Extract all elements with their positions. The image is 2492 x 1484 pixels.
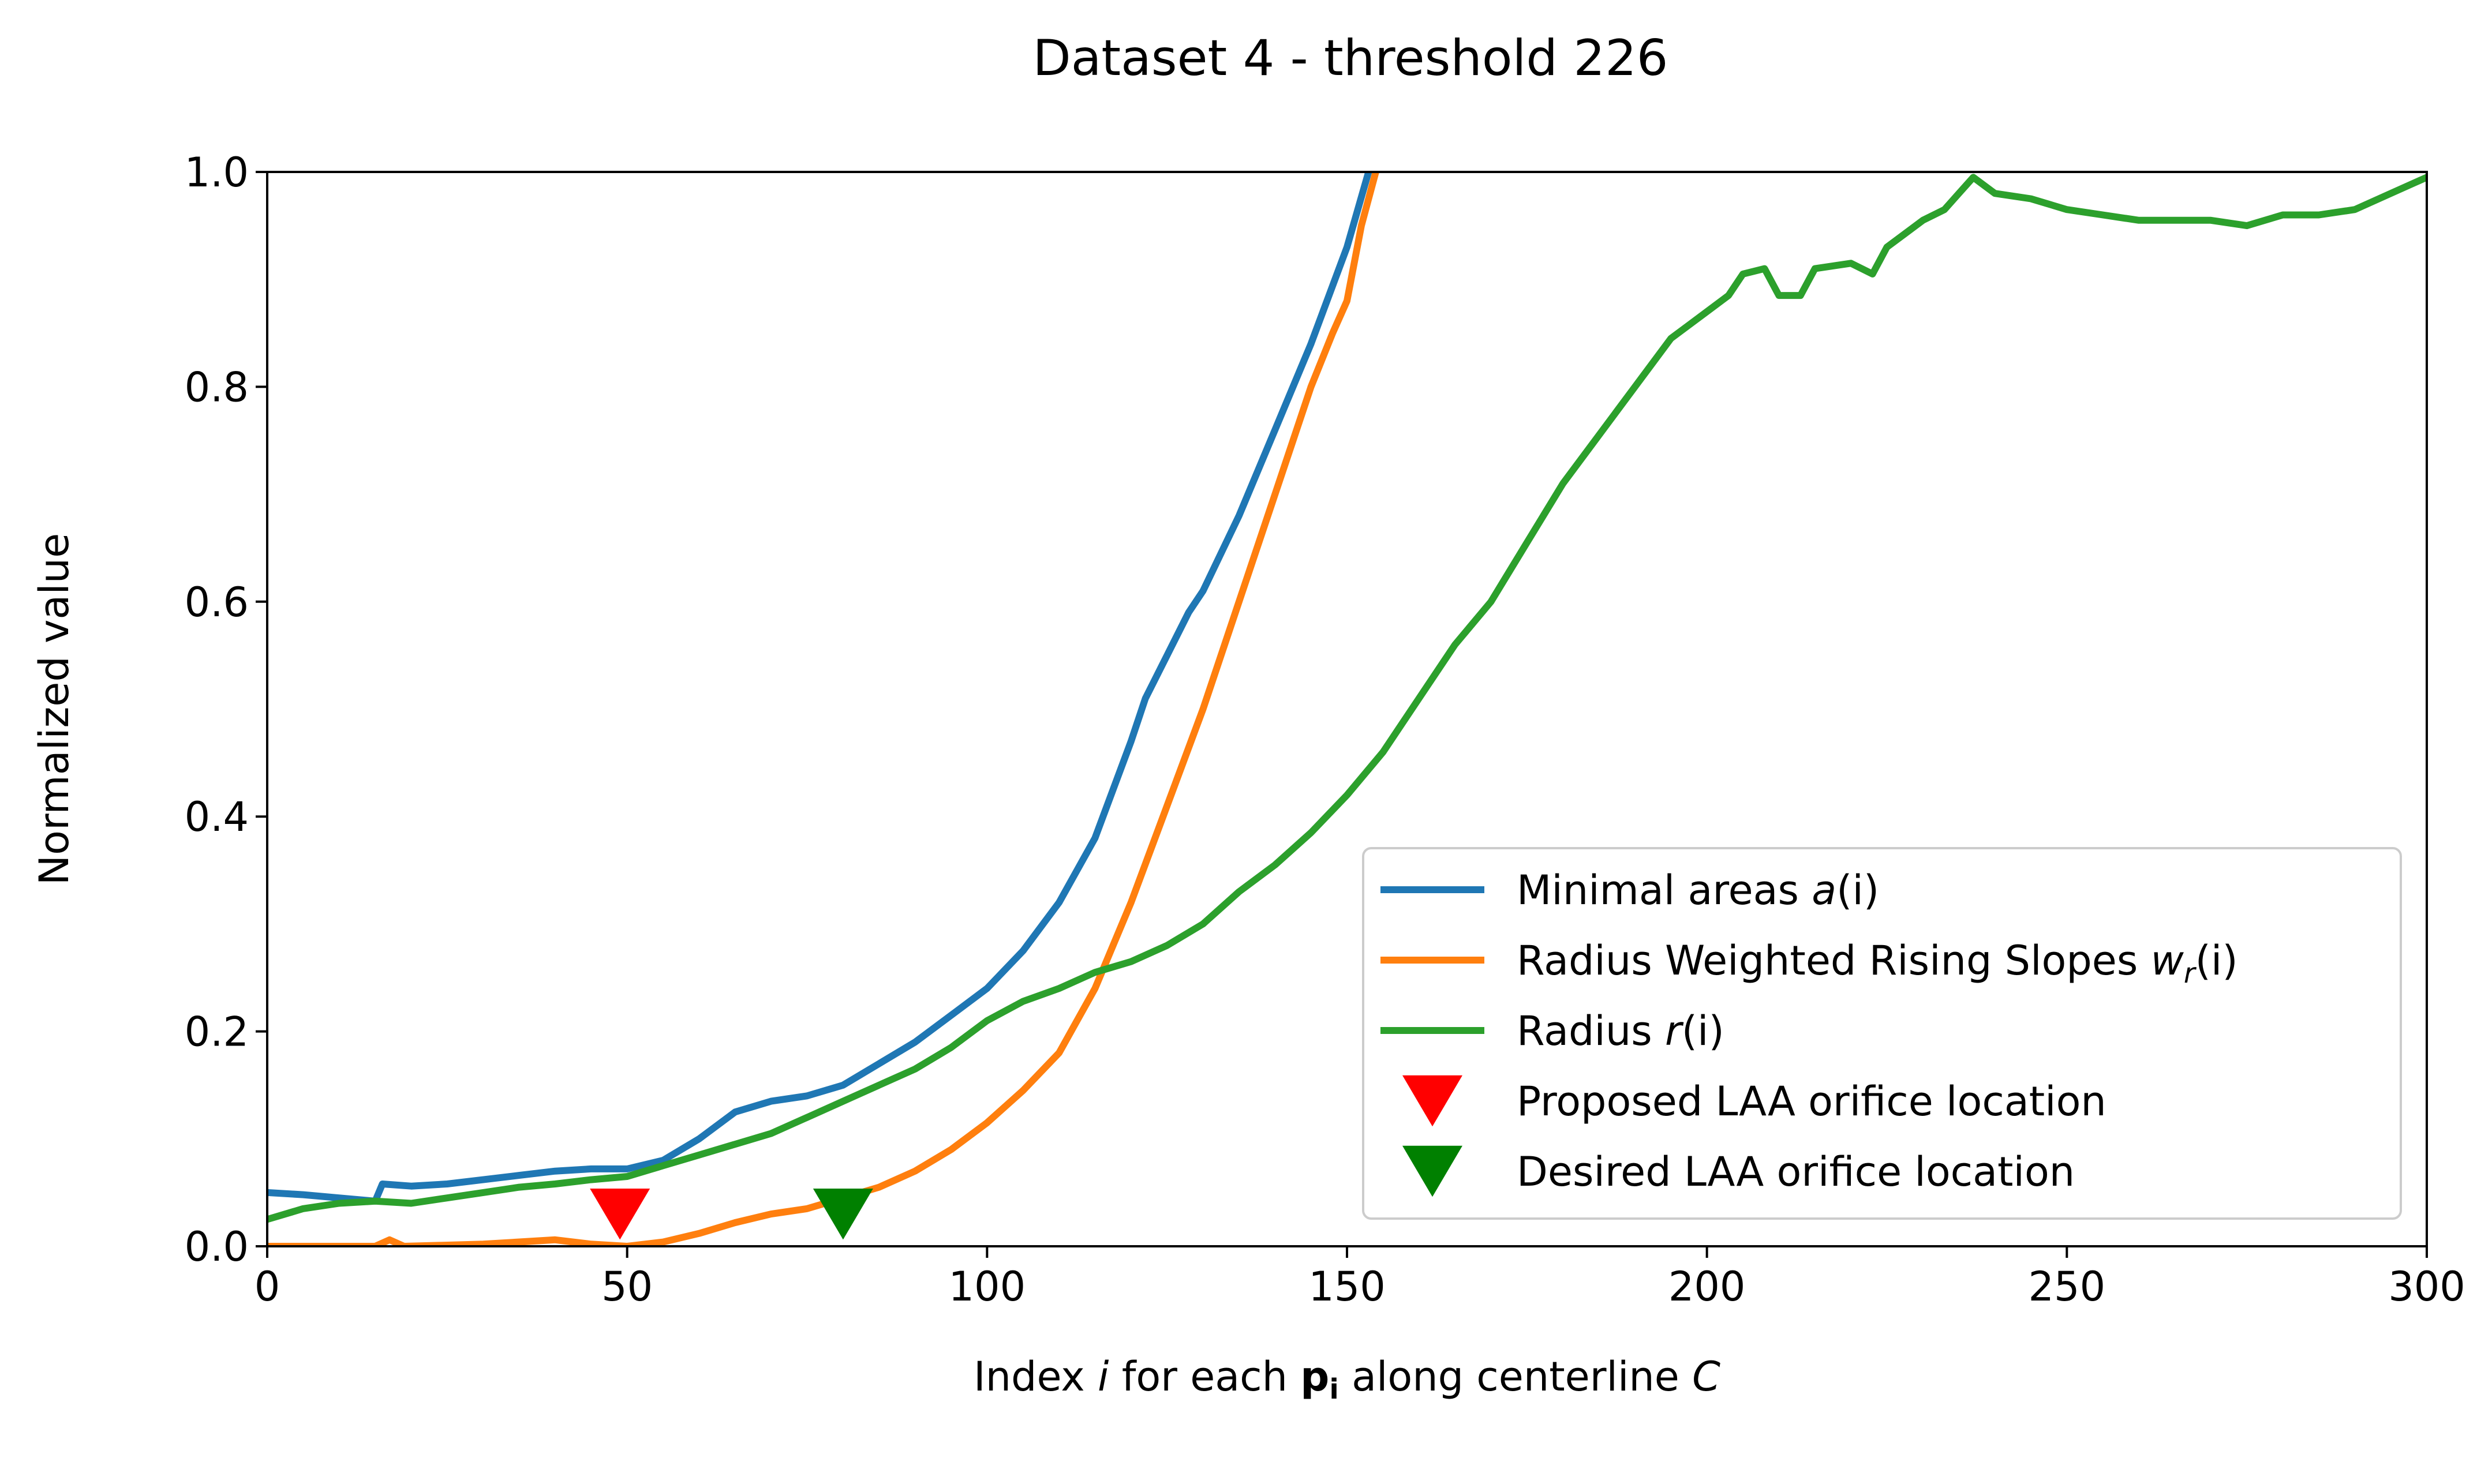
x-axis-label-p: p [1300, 1353, 1329, 1400]
legend-label-symbol: r [1665, 1007, 1684, 1055]
x-axis-label-suffix: along centerline [1339, 1353, 1692, 1400]
x-tick-label: 300 [2388, 1263, 2465, 1310]
x-tick-label: 0 [255, 1263, 280, 1310]
legend-label-symbol: w [2151, 937, 2184, 984]
y-axis-label: Normalized value [31, 533, 78, 885]
series-line-minimal-areas-a-i [267, 172, 1372, 1205]
series-line-radius-r-i [267, 173, 2427, 1223]
y-tick-label: 0.8 [185, 363, 249, 411]
chart-title: Dataset 4 - threshold 226 [1032, 29, 1668, 87]
legend-label-rest: (i) [1836, 867, 1879, 914]
legend-label-rest: (i) [1682, 1007, 1724, 1055]
legend-label-radius-weighted-rising-slopes-wr-i: Radius Weighted Rising Slopes wr(i) [1517, 937, 2238, 990]
legend-label-text: Minimal areas [1517, 867, 1812, 914]
legend-label-minimal-areas-a-i: Minimal areas a(i) [1517, 867, 1879, 914]
y-tick-label: 0.4 [185, 793, 249, 841]
x-axis-label-i: i [1098, 1353, 1109, 1400]
y-tick-label: 0.2 [185, 1009, 249, 1056]
legend-label-symbol: a [1812, 867, 1836, 914]
legend-swatch-proposed-laa-orifice-location [1402, 1075, 1462, 1127]
legend-label-subscript: r [2184, 957, 2197, 990]
y-tick-label: 0.6 [185, 579, 249, 626]
legend-label-proposed-laa-orifice-location: Proposed LAA orifice location [1517, 1078, 2106, 1125]
x-tick-label: 100 [949, 1263, 1026, 1310]
orifice-markers [590, 1188, 873, 1240]
x-axis-label-middle: for each [1109, 1353, 1300, 1400]
x-axis-label-c: C [1692, 1353, 1720, 1400]
y-tick-label: 1.0 [185, 149, 249, 196]
legend-label-text: Radius Weighted Rising Slopes [1517, 937, 2151, 984]
series-lines [267, 172, 2427, 1246]
legend-entries: Minimal areas a(i)Radius Weighted Rising… [1380, 867, 2238, 1197]
legend-label-text: Radius [1517, 1007, 1665, 1055]
legend-label-desired-laa-orifice-location: Desired LAA orifice location [1517, 1148, 2075, 1196]
marker-desired-laa-orifice-location [813, 1188, 873, 1240]
y-tick-label: 0.0 [185, 1223, 249, 1271]
x-axis-label: Index i for each pi along centerline C [974, 1353, 1720, 1406]
legend-label-rest: (i) [2195, 937, 2238, 984]
x-tick-label: 200 [1668, 1263, 1746, 1310]
legend-swatch-desired-laa-orifice-location [1402, 1145, 1462, 1197]
x-tick-label: 150 [1308, 1263, 1386, 1310]
plot-area: 0 50 100 150 200 250 300 0.0 0.2 0.4 0.6 0.8 1.0 [185, 149, 2465, 1310]
x-tick-label: 50 [601, 1263, 653, 1310]
legend-frame [1362, 847, 2402, 1220]
x-axis-ticks: 0 50 100 150 200 250 300 [255, 1246, 2465, 1310]
x-tick-label: 250 [2029, 1263, 2106, 1310]
x-axis-label-p-subscript: i [1329, 1373, 1338, 1406]
x-axis-label-prefix: Index [974, 1353, 1098, 1400]
legend-label-radius-r-i: Radius r(i) [1517, 1007, 1724, 1055]
y-axis-ticks: 0.0 0.2 0.4 0.6 0.8 1.0 [185, 149, 267, 1271]
series-line-radius-weighted-rising-slopes-wr-i [267, 172, 1380, 1246]
legend: Minimal areas a(i)Radius Weighted Rising… [1362, 847, 2402, 1220]
marker-proposed-laa-orifice-location [590, 1188, 650, 1240]
